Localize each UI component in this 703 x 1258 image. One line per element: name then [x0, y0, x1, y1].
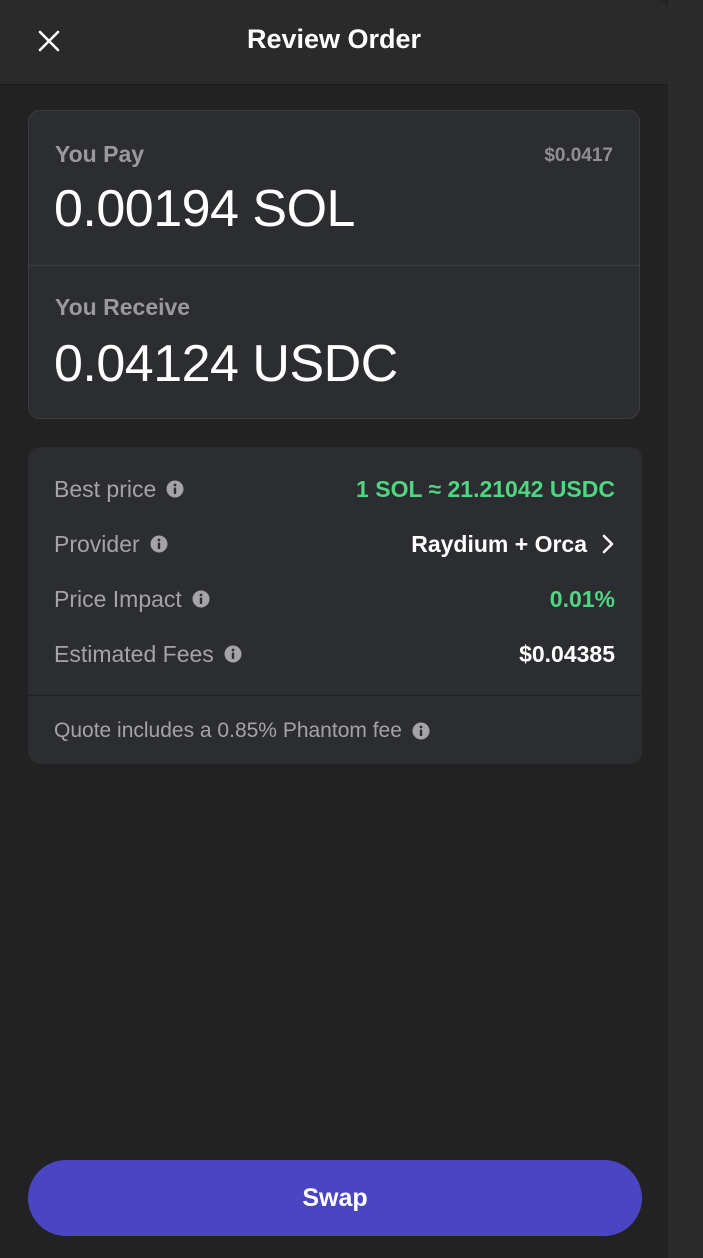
price-impact-label: Price Impact	[54, 585, 182, 612]
close-button[interactable]	[30, 22, 68, 60]
you-receive-section: You Receive 0.04124 USDC	[29, 266, 639, 418]
info-icon[interactable]	[224, 645, 242, 663]
info-icon[interactable]	[192, 590, 210, 608]
chevron-right-icon[interactable]	[601, 533, 615, 555]
you-pay-amount: 0.00194 SOL	[54, 180, 355, 238]
swap-amount-card: You Pay $0.0417 0.00194 SOL You Receive …	[28, 110, 640, 419]
provider-value-wrap[interactable]: Raydium + Orca	[411, 524, 615, 564]
provider-label: Provider	[54, 530, 140, 557]
provider-value[interactable]: Raydium + Orca	[411, 530, 587, 557]
estimated-fees-label: Estimated Fees	[54, 640, 214, 667]
best-price-label: Best price	[54, 475, 157, 502]
you-receive-label: You Receive	[55, 294, 191, 320]
info-icon[interactable]	[412, 722, 430, 740]
you-receive-amount: 0.04124 USDC	[54, 335, 398, 393]
price-impact-value: 0.01%	[549, 585, 615, 612]
close-icon[interactable]	[37, 29, 61, 53]
fee-note-row: Quote includes a 0.85% Phantom fee	[54, 711, 430, 751]
you-pay-usd-value: $0.0417	[544, 145, 613, 166]
page-title: Review Order	[246, 24, 422, 54]
fee-note: Quote includes a 0.85% Phantom fee	[54, 719, 402, 742]
you-pay-label: You Pay	[55, 141, 145, 167]
estimated-fees-row: Estimated Fees $0.04385	[28, 634, 642, 674]
best-price-value: 1 SOL ≈ 21.21042 USDC	[356, 475, 615, 502]
swap-button[interactable]: Swap	[28, 1160, 642, 1236]
header: Review Order	[0, 0, 668, 85]
divider	[28, 695, 642, 696]
price-impact-row: Price Impact 0.01%	[28, 579, 642, 619]
review-order-panel: Review Order You Pay $0.0417 0.00194 SOL…	[0, 0, 668, 1236]
estimated-fees-value: $0.04385	[519, 640, 615, 667]
provider-row[interactable]: Provider Raydium + Orca	[28, 524, 642, 564]
info-icon[interactable]	[166, 480, 184, 498]
info-icon[interactable]	[150, 535, 168, 553]
order-details-card: Best price 1 SOL ≈ 21.21042 USDC Provide…	[28, 447, 642, 764]
you-pay-section: You Pay $0.0417 0.00194 SOL	[29, 111, 639, 266]
background-strip	[668, 0, 703, 1258]
best-price-row: Best price 1 SOL ≈ 21.21042 USDC	[28, 469, 642, 509]
